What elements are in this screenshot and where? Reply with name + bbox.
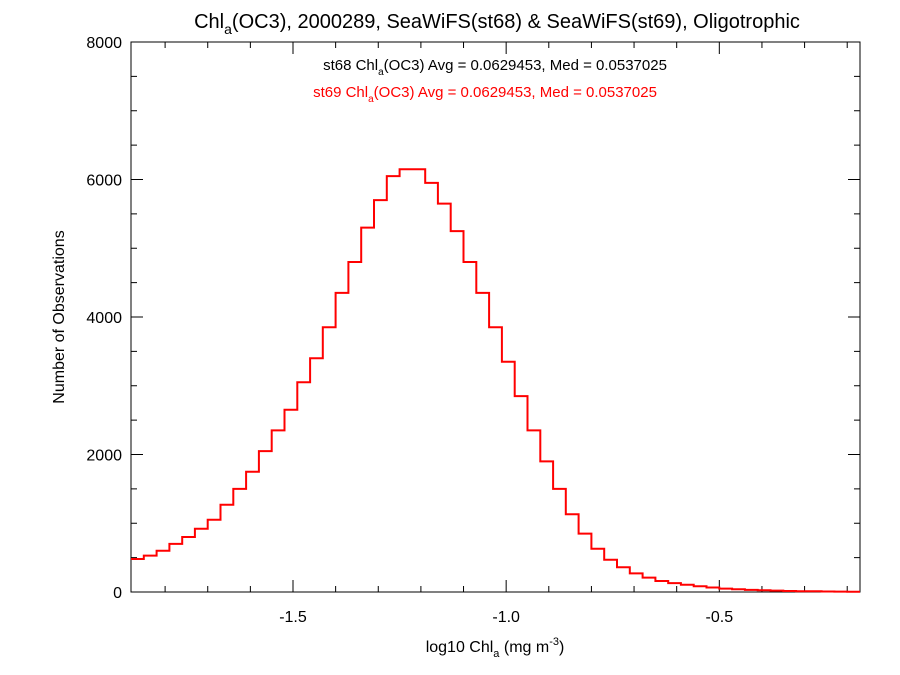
legend-entry-st69: st69 Chla(OC3) Avg = 0.0629453, Med = 0.…: [313, 84, 657, 105]
y-tick-label: 6000: [86, 173, 122, 190]
histogram-series-line: [131, 168, 860, 593]
x-tick-label: -0.5: [706, 609, 734, 626]
chart-title-rest: (OC3), 2000289, SeaWiFS(st68) & SeaWiFS(…: [232, 11, 800, 33]
y-tick-label: 0: [113, 585, 122, 602]
x-axis-label: log10 Chla (mg m-3): [426, 636, 565, 660]
chart-title-subscript: a: [224, 21, 232, 37]
y-axis-ticks: 0 2000 4000 6000 8000: [86, 35, 860, 602]
y-axis-label: Number of Observations: [51, 230, 68, 403]
y-tick-label: 4000: [86, 310, 122, 327]
y-tick-label: 2000: [86, 448, 122, 465]
plot-frame: [130, 41, 861, 593]
x-tick-label: -1.5: [279, 609, 307, 626]
x-axis-ticks: -1.5 -1.0 -0.5: [164, 42, 848, 626]
chart-title-chl: Chl: [194, 11, 224, 33]
chart-title: Chla(OC3), 2000289, SeaWiFS(st68) & SeaW…: [194, 11, 800, 37]
y-tick-label: 8000: [86, 35, 122, 52]
legend-entry-st68: st68 Chla(OC3) Avg = 0.0629453, Med = 0.…: [323, 57, 667, 78]
x-tick-label: -1.0: [492, 609, 520, 626]
